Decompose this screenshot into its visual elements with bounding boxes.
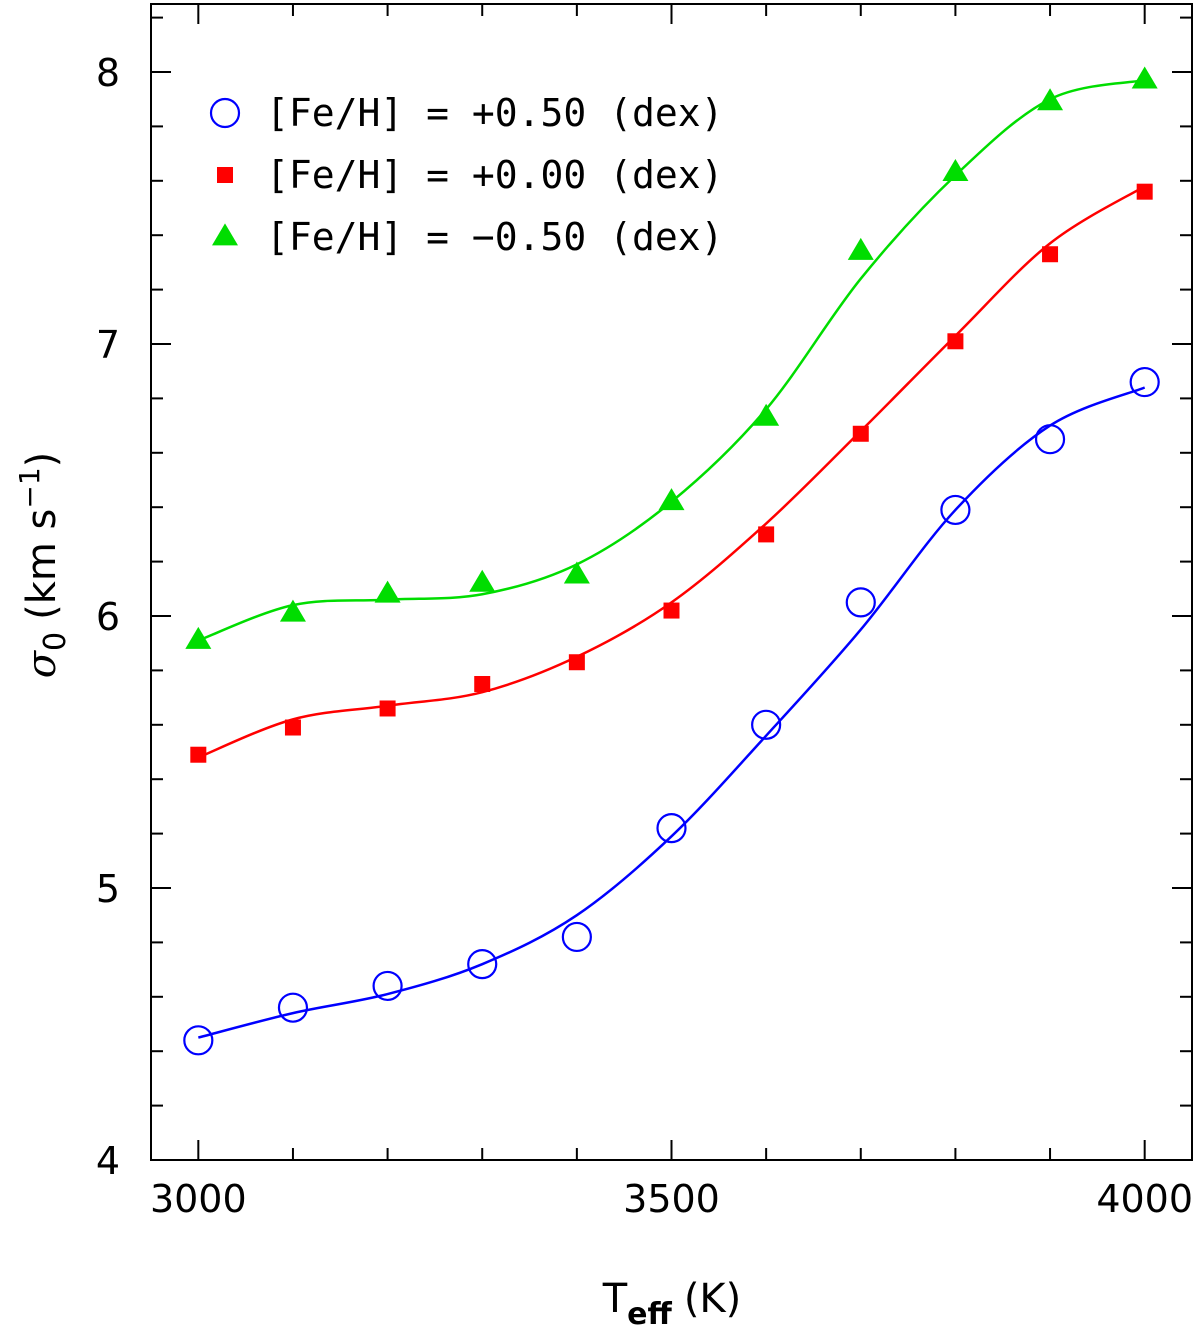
data-point bbox=[1037, 88, 1064, 111]
legend-marker bbox=[212, 223, 238, 246]
data-point bbox=[940, 494, 971, 526]
legend-label: [Fe/H] = +0.00 (dex) bbox=[266, 153, 724, 197]
data-point bbox=[563, 561, 590, 584]
data-point bbox=[279, 599, 306, 622]
data-point bbox=[190, 746, 207, 763]
legend: [Fe/H] = +0.50 (dex) [Fe/H] = +0.00 (dex)… bbox=[209, 91, 724, 259]
y-axis-label-sub: 0 bbox=[38, 632, 73, 651]
fit-curve-1 bbox=[197, 185, 1146, 759]
y-tick-label: 5 bbox=[96, 867, 120, 911]
fit-curve-0 bbox=[198, 386, 1146, 1039]
x-tick-label: 4000 bbox=[1096, 1177, 1193, 1221]
y-axis-label-sup: −1 bbox=[13, 467, 46, 508]
data-point bbox=[656, 813, 687, 844]
data-point bbox=[284, 719, 301, 736]
tick-labels: 3000 3500 4000 4 5 6 7 8 bbox=[96, 51, 1193, 1221]
y-axis-label: σ0 (km s−1) bbox=[13, 452, 73, 679]
data-point bbox=[1129, 366, 1160, 398]
x-axis-label: Teff (K) bbox=[602, 1276, 742, 1327]
data-point bbox=[758, 526, 775, 543]
data-point bbox=[1131, 66, 1158, 89]
x-axis-label-main: T bbox=[602, 1276, 628, 1322]
y-axis-label-main: σ bbox=[19, 649, 65, 678]
data-point bbox=[467, 949, 498, 980]
data-point bbox=[845, 587, 876, 618]
fit-curve-2 bbox=[197, 78, 1145, 642]
y-tick-label: 8 bbox=[96, 51, 120, 95]
data-point bbox=[852, 425, 869, 442]
data-point bbox=[568, 654, 585, 671]
data-point bbox=[1136, 183, 1153, 200]
legend-marker bbox=[209, 97, 241, 129]
minor-ticks bbox=[151, 4, 1192, 1160]
data-point bbox=[1042, 246, 1059, 263]
data-point bbox=[942, 159, 969, 181]
y-axis-label-close: ) bbox=[19, 452, 65, 468]
data-point bbox=[277, 992, 309, 1023]
plot-frame bbox=[150, 3, 1193, 1161]
y-axis-label-unit: (km s bbox=[19, 509, 65, 620]
data-point bbox=[753, 403, 780, 426]
data-point bbox=[847, 237, 874, 260]
y-tick-label: 7 bbox=[96, 323, 120, 367]
y-tick-label: 4 bbox=[96, 1139, 120, 1183]
data-point bbox=[185, 626, 212, 649]
data-point bbox=[751, 709, 782, 740]
data-point bbox=[663, 602, 680, 619]
data-point bbox=[658, 488, 685, 511]
x-tick-label: 3000 bbox=[150, 1177, 247, 1221]
x-tick-label: 3500 bbox=[623, 1177, 720, 1221]
data-point bbox=[474, 676, 491, 692]
data-point bbox=[469, 569, 496, 592]
data-point bbox=[561, 921, 592, 953]
x-axis-label-sub: eff bbox=[627, 1297, 672, 1327]
data-point bbox=[379, 700, 396, 717]
y-tick-label: 6 bbox=[96, 595, 120, 639]
legend-marker bbox=[217, 167, 233, 183]
data-point bbox=[374, 580, 401, 603]
legend-label: [Fe/H] = +0.50 (dex) bbox=[266, 91, 724, 135]
data-point bbox=[947, 333, 964, 350]
x-axis-label-unit: (K) bbox=[684, 1276, 741, 1322]
fit-curves bbox=[197, 78, 1146, 1039]
data-point bbox=[183, 1025, 214, 1056]
legend-label: [Fe/H] = −0.50 (dex) bbox=[266, 215, 724, 259]
data-point bbox=[1034, 424, 1066, 455]
data-markers bbox=[183, 66, 1160, 1056]
data-point bbox=[372, 970, 403, 1002]
